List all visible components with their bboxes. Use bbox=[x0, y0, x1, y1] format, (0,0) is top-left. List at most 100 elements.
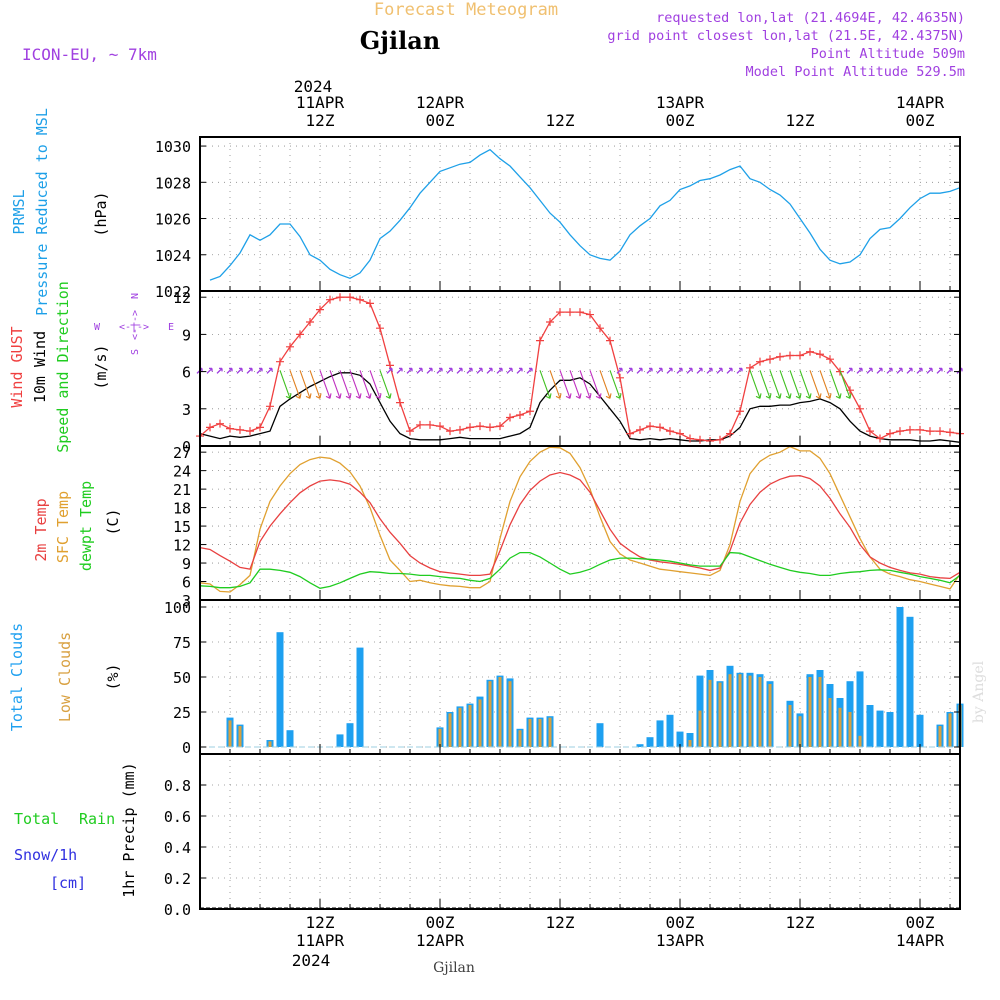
gust-marker bbox=[576, 308, 584, 317]
wind-direction-arrow bbox=[736, 367, 743, 374]
wind-direction-arrow bbox=[349, 370, 362, 399]
time-label-top: 11APR bbox=[296, 93, 345, 112]
wind-direction-arrow bbox=[559, 370, 572, 399]
low-cloud-bar bbox=[748, 675, 752, 747]
low-cloud-bar bbox=[758, 677, 762, 747]
wind-direction-arrow bbox=[369, 370, 382, 399]
wind-direction-arrow bbox=[706, 367, 713, 374]
wind-direction-arrow bbox=[779, 370, 792, 399]
wind-direction-arrow bbox=[496, 367, 503, 374]
temp2m-line bbox=[199, 471, 961, 580]
wind-direction-arrow bbox=[416, 367, 423, 374]
low-cloud-bar bbox=[468, 705, 472, 747]
time-label-top: 00Z bbox=[666, 111, 695, 130]
model-label: ICON-EU, ~ 7km bbox=[22, 45, 157, 64]
gust-marker bbox=[486, 423, 494, 432]
total-cloud-bar bbox=[286, 730, 294, 747]
wind-direction-arrow bbox=[266, 367, 273, 374]
wind-direction-arrow bbox=[599, 370, 612, 399]
gust-marker bbox=[946, 428, 954, 437]
gust-marker bbox=[736, 407, 744, 416]
time-label-top: 12APR bbox=[416, 93, 465, 112]
low-cloud-bar bbox=[448, 713, 452, 747]
time-label-bottom: 12APR bbox=[416, 931, 465, 950]
gust-marker bbox=[416, 420, 424, 429]
gust-marker bbox=[866, 427, 874, 436]
gust-marker bbox=[556, 308, 564, 317]
gust-marker bbox=[456, 425, 464, 434]
wind-direction-arrow bbox=[839, 370, 852, 399]
low-cloud-bar bbox=[948, 713, 952, 747]
low-cloud-bar bbox=[848, 712, 852, 747]
wind-direction-arrow bbox=[926, 367, 933, 374]
compass-arrow-horizontal: <-|-> bbox=[119, 322, 149, 333]
sfc-temp-label: SFC Temp bbox=[54, 491, 72, 563]
wind-direction-arrow bbox=[636, 367, 643, 374]
y-tick-label: 3 bbox=[182, 401, 191, 419]
gust-marker bbox=[336, 293, 344, 302]
gust-marker bbox=[646, 422, 654, 431]
gust-marker bbox=[896, 427, 904, 436]
credit-watermark: by Angel bbox=[971, 660, 987, 723]
gust-marker bbox=[536, 336, 544, 345]
low-cloud-bar bbox=[808, 677, 812, 747]
wind-direction-arrow bbox=[759, 370, 772, 399]
wind-direction-arrow bbox=[206, 367, 213, 374]
time-label-bottom: 13APR bbox=[656, 931, 705, 950]
time-label-top: 00Z bbox=[906, 111, 935, 130]
total-cloud-bar bbox=[896, 607, 904, 747]
bottom-year-label: 2024 bbox=[292, 951, 331, 970]
wind-direction-arrow bbox=[359, 370, 372, 399]
panel-frame bbox=[199, 136, 961, 292]
y-tick-label: 1022 bbox=[155, 283, 191, 301]
y-tick-label: 0.2 bbox=[164, 870, 191, 888]
total-clouds-label: Total Clouds bbox=[8, 623, 26, 731]
low-cloud-bar bbox=[708, 679, 712, 747]
gust-marker bbox=[246, 427, 254, 436]
wind-direction-arrow bbox=[626, 367, 633, 374]
wind-direction-arrow bbox=[876, 367, 883, 374]
y-tick-label: 75 bbox=[173, 634, 191, 652]
wind-direction-arrow bbox=[216, 367, 223, 374]
gust-marker bbox=[436, 422, 444, 431]
wind-direction-arrow bbox=[289, 370, 302, 399]
total-cloud-bar bbox=[336, 734, 344, 747]
gust-marker bbox=[776, 352, 784, 361]
y-tick-label: 1028 bbox=[155, 174, 191, 192]
gust-marker bbox=[566, 308, 574, 317]
gust-marker bbox=[726, 429, 734, 438]
total-cloud-bar bbox=[596, 723, 604, 747]
wind-direction-arrow bbox=[476, 367, 483, 374]
gust-marker bbox=[396, 398, 404, 407]
y-tick-label: 24 bbox=[173, 463, 191, 481]
low-cloud-bar bbox=[238, 726, 242, 747]
low-cloud-bar bbox=[508, 681, 512, 747]
wind-direction-arrow bbox=[589, 370, 602, 399]
wind-direction-arrow bbox=[396, 367, 403, 374]
wind-direction-arrow bbox=[379, 370, 392, 399]
low-cloud-bar bbox=[228, 720, 232, 747]
wind-direction-arrow bbox=[386, 367, 393, 374]
y-tick-label: 0.6 bbox=[164, 808, 191, 826]
time-label-bottom: 00Z bbox=[906, 913, 935, 932]
compass-south: S bbox=[130, 349, 141, 355]
gust-marker bbox=[466, 423, 474, 432]
y-tick-label: 15 bbox=[173, 518, 191, 536]
wind-direction-arrow bbox=[856, 367, 863, 374]
wind-direction-arrow bbox=[789, 370, 802, 399]
wind-direction-arrow bbox=[916, 367, 923, 374]
pressure-unit: (hPa) bbox=[92, 191, 110, 236]
low-cloud-bar bbox=[548, 717, 552, 747]
footer-location: Gjilan bbox=[433, 960, 475, 976]
gust-marker bbox=[626, 429, 634, 438]
wind-direction-arrow bbox=[256, 367, 263, 374]
y-tick-label: 6 bbox=[182, 574, 191, 592]
gust-marker bbox=[936, 427, 944, 436]
gust-marker bbox=[786, 351, 794, 360]
total-cloud-bar bbox=[906, 616, 914, 747]
gust-marker bbox=[206, 423, 214, 432]
gust-marker bbox=[806, 347, 814, 356]
y-tick-label: 0 bbox=[182, 438, 191, 456]
gust-marker bbox=[856, 404, 864, 413]
y-tick-label: 100 bbox=[164, 599, 191, 617]
